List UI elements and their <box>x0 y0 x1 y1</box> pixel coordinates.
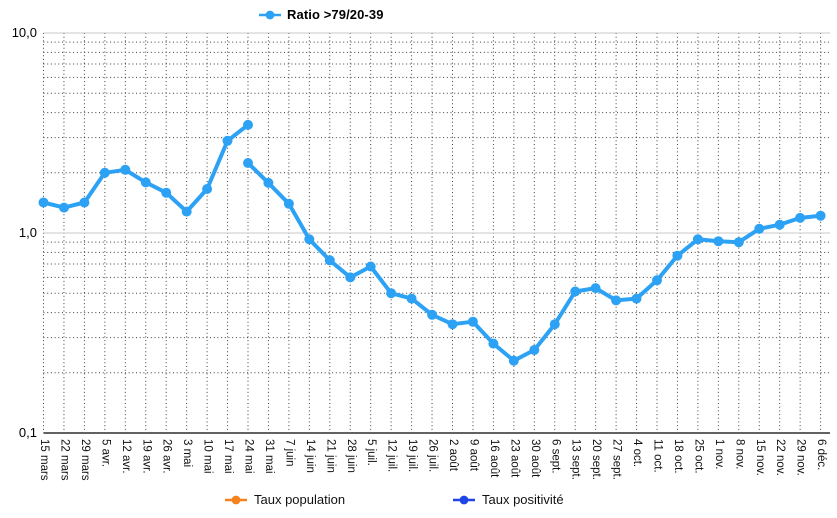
x-tick-label: 13 sept. <box>569 439 582 480</box>
x-tick-label: 15 nov. <box>753 439 766 476</box>
data-point <box>406 293 417 304</box>
data-point <box>120 164 131 175</box>
x-tick-label: 25 oct. <box>692 439 705 474</box>
data-point <box>345 272 356 283</box>
x-tick-label: 29 mars <box>78 439 91 481</box>
x-tick-label: 2 août <box>447 439 459 471</box>
data-point <box>631 293 642 304</box>
data-point <box>590 283 601 294</box>
x-tick-label: 7 juin <box>283 439 296 467</box>
data-point <box>386 288 397 299</box>
x-tick-label: 10 mai <box>201 439 214 474</box>
y-tick-label: 0,1 <box>18 425 37 440</box>
data-point <box>467 316 478 327</box>
x-tick-label: 22 nov. <box>774 439 787 476</box>
y-tick-label: 10,0 <box>11 25 37 40</box>
data-point <box>263 177 274 188</box>
data-point <box>202 184 213 194</box>
x-tick-label: 12 juil. <box>385 439 398 473</box>
data-point <box>815 210 826 221</box>
data-point <box>447 319 458 330</box>
x-tick-label: 17 mai <box>222 439 235 474</box>
x-tick-label: 27 sept. <box>610 439 623 480</box>
x-tick-label: 8 nov. <box>733 439 746 470</box>
legend-item-taux-positivite: Taux positivité <box>453 492 564 507</box>
data-point <box>529 345 540 355</box>
x-tick-label: 31 mai <box>262 439 275 474</box>
x-tick-label: 3 mai <box>181 439 194 468</box>
x-tick-label: 9 août <box>467 439 480 471</box>
data-point <box>38 197 49 208</box>
legend-marker-population-icon <box>225 495 247 504</box>
x-tick-label: 21 juin <box>324 439 337 473</box>
x-tick-label: 4 oct. <box>631 439 644 468</box>
data-point <box>222 135 233 146</box>
data-point <box>611 295 622 306</box>
x-tick-label: 19 avr. <box>140 439 153 474</box>
data-point <box>365 261 376 272</box>
x-tick-label: 30 août <box>528 439 541 478</box>
data-point <box>99 167 110 178</box>
data-point <box>283 198 294 209</box>
data-point <box>733 237 744 248</box>
data-point <box>652 275 662 286</box>
x-tick-label: 5 avr. <box>99 439 112 468</box>
data-point <box>161 187 172 198</box>
legend-item-taux-population: Taux population <box>225 492 345 507</box>
x-tick-label: 18 oct. <box>671 439 684 474</box>
x-tick-label: 28 juin <box>344 439 357 473</box>
data-point <box>754 223 765 234</box>
x-tick-label: 14 juin <box>303 439 316 473</box>
data-point <box>488 338 499 349</box>
data-point <box>140 177 151 188</box>
x-tick-label: 16 août <box>487 439 500 478</box>
x-tick-label: 26 juil. <box>426 439 439 473</box>
x-tick-label: 5 juil. <box>365 439 378 466</box>
data-point <box>774 219 785 230</box>
data-point <box>243 119 253 130</box>
x-tick-label: 23 août <box>508 439 521 478</box>
legend-marker-ratio-icon <box>259 10 281 19</box>
x-tick-label: 20 sept. <box>590 439 603 480</box>
x-tick-label: 11 oct. <box>651 439 664 473</box>
data-point <box>672 250 683 261</box>
data-point <box>692 234 703 245</box>
data-point <box>427 309 438 320</box>
data-point <box>570 286 581 297</box>
x-tick-label: 12 avr. <box>119 439 132 474</box>
data-point <box>508 355 519 366</box>
x-tick-label: 15 mars <box>38 439 50 481</box>
x-tick-label: 1 nov. <box>712 439 725 470</box>
data-point <box>59 202 69 213</box>
x-tick-label: 26 avr. <box>160 439 173 474</box>
x-tick-label: 22 mars <box>58 439 71 481</box>
legend-top: Ratio >79/20-39 <box>259 7 384 22</box>
data-point <box>324 255 335 266</box>
legend-label-taux-population: Taux population <box>254 492 346 507</box>
x-tick-label: 6 sept. <box>549 439 562 474</box>
data-point <box>713 236 724 247</box>
legend-marker-positivite-icon <box>453 495 475 504</box>
data-point <box>79 197 90 208</box>
data-point <box>549 319 560 330</box>
data-point <box>304 234 315 245</box>
legend-label-taux-positivite: Taux positivité <box>482 492 564 507</box>
x-tick-label: 6 déc. <box>815 439 828 471</box>
legend-label-ratio: Ratio >79/20-39 <box>287 7 384 22</box>
x-tick-label: 24 mai <box>242 439 255 474</box>
data-point <box>243 158 253 168</box>
series-line <box>41 122 250 214</box>
data-point <box>181 206 192 217</box>
x-tick-label: 19 juil. <box>406 439 419 473</box>
y-tick-label: 1,0 <box>18 225 37 240</box>
x-tick-label: 29 nov. <box>794 439 807 476</box>
data-point <box>795 212 806 223</box>
